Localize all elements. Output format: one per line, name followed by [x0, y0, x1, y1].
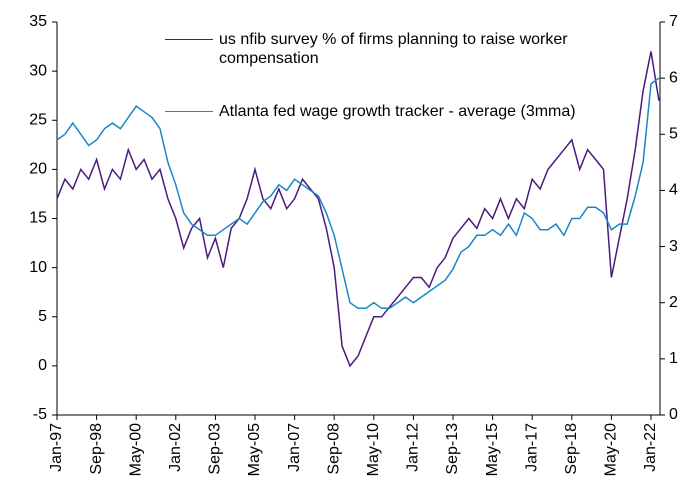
x-tick-label: May-10 [365, 423, 382, 476]
legend-label: us nfib survey % of firms planning to ra… [219, 31, 568, 67]
legend-label: Atlanta fed wage growth tracker - averag… [219, 103, 576, 120]
x-tick-label: Jan-12 [405, 423, 422, 472]
x-tick-label: Sep-03 [207, 423, 224, 475]
series-line [56, 51, 660, 368]
x-tick-label: May-20 [603, 423, 620, 476]
y-tick-label: 35 [29, 13, 47, 30]
x-tick-label: May-05 [246, 423, 263, 476]
legend-swatch [165, 111, 213, 112]
y-tick-label: 30 [29, 62, 47, 79]
x-tick-label: Jan-97 [48, 423, 65, 472]
y-tick-label: -5 [33, 406, 47, 423]
legend-item: us nfib survey % of firms planning to ra… [165, 30, 625, 68]
y2-tick-label: 7 [669, 13, 678, 30]
x-tick-label: May-15 [484, 423, 501, 476]
x-tick-label: Sep-13 [444, 423, 461, 475]
x-tick-label: Sep-18 [563, 423, 580, 475]
y-tick-label: 20 [29, 161, 47, 178]
y2-tick-label: 1 [669, 350, 678, 367]
x-tick-label: Jan-02 [167, 423, 184, 472]
y-tick-label: 0 [38, 357, 47, 374]
x-tick-label: Sep-98 [88, 423, 105, 475]
x-tick-label: Sep-08 [325, 423, 342, 475]
x-tick-label: Jan-07 [286, 423, 303, 472]
x-tick-label: Jan-22 [642, 423, 659, 472]
y2-tick-label: 2 [669, 294, 678, 311]
x-tick-label: May-00 [127, 423, 144, 476]
x-tick-label: Jan-17 [523, 423, 540, 472]
legend-swatch [165, 39, 213, 40]
y2-tick-label: 6 [669, 69, 678, 86]
y-tick-label: 10 [29, 259, 47, 276]
y-tick-label: 5 [38, 308, 47, 325]
y2-tick-label: 0 [669, 406, 678, 423]
y2-tick-label: 5 [669, 126, 678, 143]
legend-item: Atlanta fed wage growth tracker - averag… [165, 102, 585, 121]
y-tick-label: 15 [29, 210, 47, 227]
y-tick-label: 25 [29, 111, 47, 128]
series-line [56, 77, 660, 310]
y2-tick-label: 3 [669, 238, 678, 255]
y2-tick-label: 4 [669, 182, 678, 199]
